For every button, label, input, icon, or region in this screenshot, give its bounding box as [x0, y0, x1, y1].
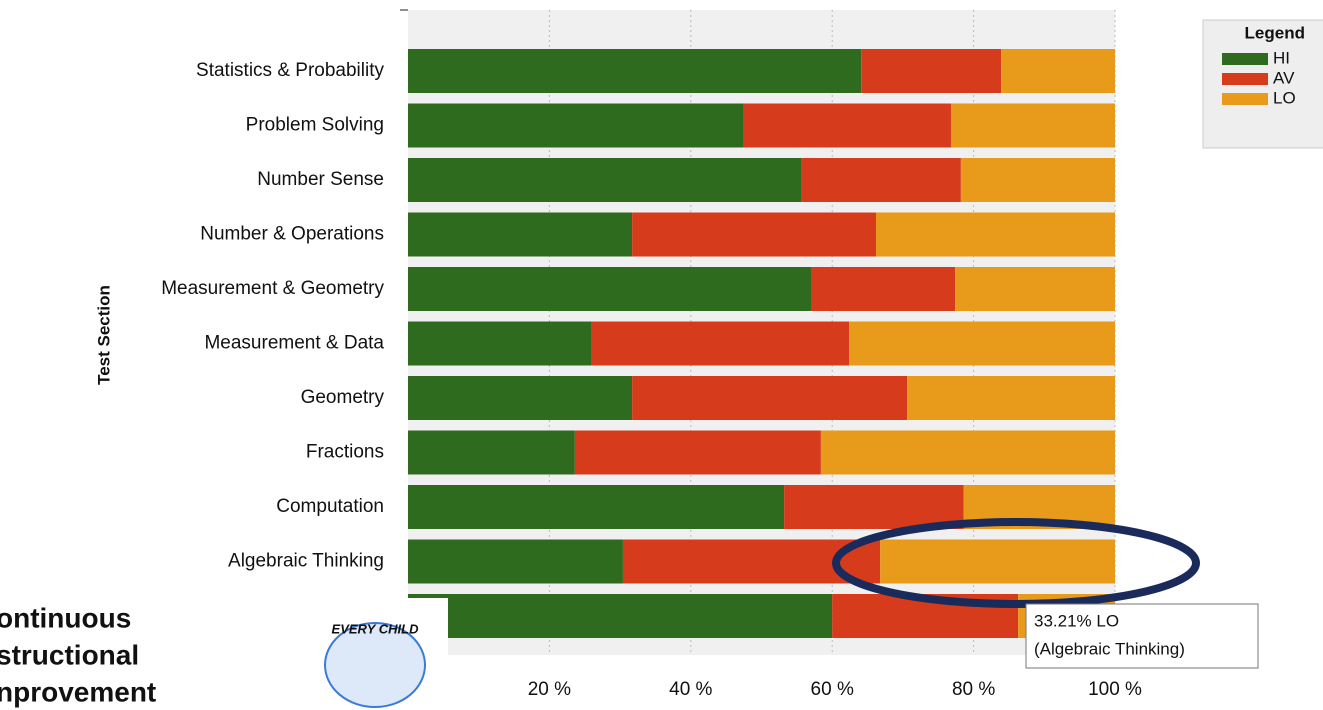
- bar-segment: [876, 213, 1115, 257]
- legend-swatch: [1222, 73, 1268, 85]
- bar-segment: [408, 594, 832, 638]
- x-tick-label: 20 %: [528, 679, 571, 700]
- bar-segment: [744, 104, 951, 148]
- bar-segment: [1001, 49, 1115, 93]
- y-tick-label: Algebraic Thinking: [228, 551, 384, 572]
- bar-segment: [955, 267, 1115, 311]
- tooltip-text: 33.21% LO: [1034, 611, 1119, 630]
- legend-label: AV: [1273, 68, 1295, 87]
- bar-segment: [961, 158, 1115, 202]
- bar-segment: [802, 158, 961, 202]
- y-tick-label: Geometry: [301, 387, 385, 408]
- y-tick-label: Statistics & Probability: [196, 60, 384, 81]
- legend-label: LO: [1273, 88, 1296, 107]
- y-tick-label: Number Sense: [257, 169, 384, 190]
- logo-text: ontinuous: [0, 602, 131, 633]
- bar-segment: [408, 376, 632, 420]
- legend-title: Legend: [1245, 23, 1305, 42]
- chart: Test Section Legend HIAVLO ontinuous str…: [0, 0, 1323, 710]
- bar-segment: [575, 431, 821, 475]
- logo-text: nprovement: [0, 676, 156, 707]
- y-tick-label: Measurement & Geometry: [161, 278, 384, 299]
- bar-segment: [821, 431, 1115, 475]
- bar-segment: [907, 376, 1115, 420]
- tooltip: 33.21% LO (Algebraic Thinking): [1026, 604, 1258, 668]
- bar-segment: [408, 213, 632, 257]
- bar-segment: [592, 322, 849, 366]
- x-tick-label: 80 %: [952, 679, 995, 700]
- bar-segment: [408, 431, 575, 475]
- bar-segment: [408, 158, 802, 202]
- logo-text: structional: [0, 639, 139, 670]
- y-tick-label: Number & Operations: [200, 224, 384, 245]
- bar-segment: [811, 267, 955, 311]
- bar-segment: [849, 322, 1115, 366]
- bar-segment: [408, 322, 592, 366]
- bar-segment: [408, 540, 623, 584]
- bar-segment: [408, 49, 861, 93]
- legend-swatch: [1222, 53, 1268, 65]
- logo-badge-text: EVERY CHILD: [332, 621, 420, 636]
- y-axis-title: Test Section: [94, 285, 113, 385]
- bar-segment: [408, 104, 744, 148]
- tooltip-text: (Algebraic Thinking): [1034, 639, 1185, 658]
- bar-segment: [880, 540, 1115, 584]
- legend-swatch: [1222, 93, 1268, 105]
- bar-segment: [408, 485, 784, 529]
- x-tick-label: 100 %: [1088, 679, 1142, 700]
- logo: ontinuous structional nprovement EVERY C…: [0, 598, 448, 710]
- bar-segment: [861, 49, 1001, 93]
- y-tick-label: Problem Solving: [246, 115, 384, 136]
- bar-segment: [408, 267, 811, 311]
- bar-segment: [632, 213, 876, 257]
- bar-segment: [632, 376, 907, 420]
- bar-segment: [951, 104, 1115, 148]
- x-tick-label: 40 %: [669, 679, 712, 700]
- legend-label: HI: [1273, 48, 1290, 67]
- y-tick-label: Measurement & Data: [204, 333, 384, 354]
- x-tick-label: 60 %: [811, 679, 854, 700]
- y-tick-label: Fractions: [306, 442, 384, 463]
- y-tick-label: Computation: [276, 496, 384, 517]
